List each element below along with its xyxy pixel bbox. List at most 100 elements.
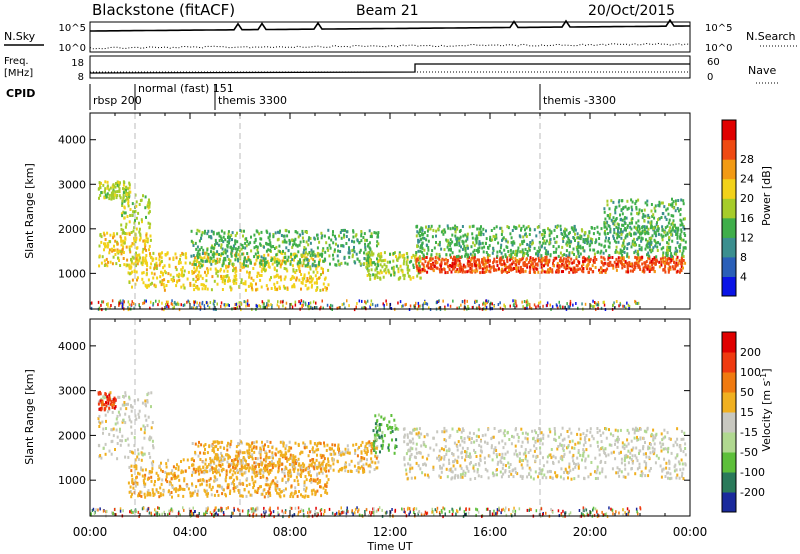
ground-scatter-cell: [558, 300, 560, 304]
range-time-cell: [250, 493, 253, 497]
range-time-cell: [392, 252, 395, 255]
range-time-cell: [146, 238, 149, 242]
range-time-cell: [518, 260, 521, 264]
range-time-cell: [459, 235, 462, 239]
range-time-cell: [149, 254, 152, 258]
range-time-cell: [316, 281, 318, 285]
range-time-cell: [234, 258, 237, 262]
range-time-cell: [310, 474, 312, 478]
range-time-cell: [537, 252, 540, 256]
range-time-cell: [293, 276, 296, 280]
range-time-cell: [531, 262, 534, 266]
range-time-cell: [368, 246, 371, 250]
range-time-cell: [482, 262, 485, 266]
range-time-cell: [98, 425, 101, 428]
range-time-cell: [604, 239, 607, 243]
range-time-cell: [217, 231, 220, 235]
range-time-cell: [128, 186, 131, 190]
range-time-cell: [609, 212, 612, 216]
range-time-cell: [402, 262, 405, 266]
range-time-cell: [311, 448, 314, 451]
range-time-cell: [322, 267, 324, 271]
range-time-cell: [149, 222, 152, 226]
range-time-cell: [150, 405, 152, 409]
range-time-cell: [124, 394, 127, 398]
range-time-cell: [237, 451, 240, 455]
range-time-cell: [233, 478, 235, 482]
range-time-cell: [557, 270, 560, 274]
range-time-cell: [458, 243, 461, 247]
range-time-cell: [120, 227, 123, 231]
range-time-cell: [148, 437, 151, 441]
range-time-cell: [228, 279, 231, 283]
range-time-cell: [561, 263, 564, 266]
range-time-cell: [525, 226, 528, 230]
range-time-cell: [368, 463, 371, 467]
range-time-cell: [526, 263, 529, 267]
range-time-cell: [534, 263, 537, 266]
range-time-cell: [306, 279, 309, 283]
range-time-cell: [344, 461, 347, 465]
range-time-cell: [213, 479, 216, 483]
range-time-cell: [245, 459, 247, 463]
ground-scatter-cell: [475, 300, 477, 303]
range-time-cell: [564, 231, 566, 235]
range-time-cell: [141, 263, 144, 267]
ground-scatter-cell: [515, 302, 517, 306]
range-time-cell: [553, 258, 556, 261]
range-time-cell: [620, 208, 623, 212]
range-time-cell: [118, 187, 121, 191]
range-time-cell: [104, 442, 107, 446]
range-time-cell: [138, 238, 141, 242]
range-time-cell: [446, 245, 449, 249]
range-time-cell: [303, 487, 305, 491]
range-time-cell: [454, 264, 457, 268]
range-time-cell: [356, 257, 359, 261]
range-time-cell: [196, 258, 199, 262]
range-time-cell: [287, 457, 290, 461]
range-time-cell: [274, 285, 276, 289]
noise-search-label: N.Search: [746, 30, 796, 43]
range-time-cell: [571, 251, 574, 255]
range-time-cell: [482, 232, 485, 236]
range-time-cell: [242, 458, 245, 462]
range-time-cell: [647, 256, 649, 260]
range-time-cell: [333, 452, 335, 456]
range-time-cell: [302, 251, 305, 255]
ground-scatter-cell: [315, 301, 317, 305]
range-time-cell: [172, 275, 175, 279]
range-time-cell: [104, 189, 106, 193]
range-time-cell: [486, 253, 489, 257]
range-time-cell: [650, 223, 653, 227]
range-time-cell: [552, 261, 554, 265]
range-time-cell: [425, 225, 427, 229]
range-time-cell: [224, 248, 227, 252]
range-time-cell: [549, 267, 552, 270]
range-time-cell: [208, 483, 211, 487]
range-time-cell: [116, 194, 119, 197]
range-time-cell: [188, 466, 191, 470]
range-time-cell: [426, 252, 429, 256]
range-time-cell: [137, 471, 139, 475]
range-time-cell: [102, 395, 105, 399]
range-time-cell: [533, 270, 536, 274]
range-time-cell: [319, 288, 322, 292]
range-time-cell: [233, 463, 236, 467]
range-time-cell: [220, 277, 223, 280]
range-time-cell: [445, 238, 448, 242]
range-time-cell: [134, 209, 137, 213]
range-time-cell: [513, 241, 516, 245]
range-time-cell: [649, 226, 652, 230]
ground-scatter-cell: [625, 306, 627, 310]
range-time-cell: [330, 238, 333, 242]
range-time-cell: [140, 458, 143, 462]
range-time-cell: [192, 254, 195, 258]
range-time-cell: [407, 274, 410, 278]
range-time-cell: [419, 276, 422, 280]
range-time-cell: [99, 184, 101, 188]
range-time-cell: [144, 427, 146, 431]
range-time-cell: [155, 257, 158, 261]
range-time-cell: [603, 261, 606, 265]
range-time-cell: [273, 256, 276, 260]
ground-scatter-cell: [557, 306, 559, 310]
